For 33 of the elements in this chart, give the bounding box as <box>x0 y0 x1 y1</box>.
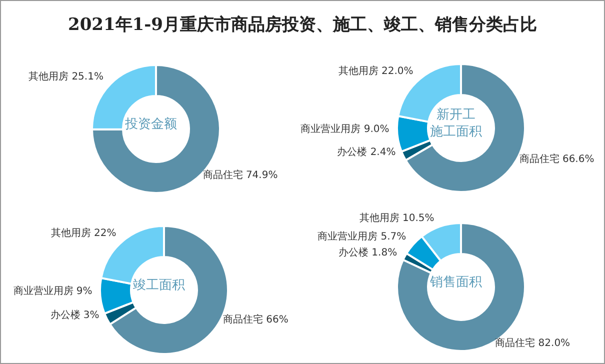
slice-label: 办公楼 <box>337 146 368 158</box>
data-label: 9% <box>76 286 92 297</box>
slice-label: 办公楼 <box>50 310 80 321</box>
data-label: 5.7% <box>380 232 406 243</box>
slice-label: 商品住宅 <box>202 170 243 181</box>
slice-label: 商业营业用房 <box>300 124 361 135</box>
slice-label: 其他用房 <box>50 228 91 239</box>
text: 新开工施工面积 <box>430 107 482 139</box>
slice-label: 其他用房 <box>338 66 378 77</box>
slice-label: 其他用房 <box>359 213 400 224</box>
data-label: 66% <box>266 314 288 326</box>
data-label: 2.4% <box>370 146 396 158</box>
data-label: 9.0% <box>364 124 390 135</box>
data-label: 10.5% <box>402 213 434 224</box>
text: 销售面积 <box>429 274 482 290</box>
data-label: 66.6% <box>562 154 594 165</box>
slice-label: 商业营业用房 <box>318 232 378 243</box>
slice-label: 办公楼 <box>338 248 368 259</box>
data-label: 25.1% <box>72 71 104 82</box>
data-label: 22.0% <box>382 66 414 77</box>
data-label: 1.8% <box>372 248 398 259</box>
data-label: 74.9% <box>246 170 278 181</box>
data-label: 3% <box>83 310 100 321</box>
slice-label: 商品住宅 <box>222 314 263 326</box>
slice-label: 其他用房 <box>28 71 69 82</box>
data-label: 82.0% <box>538 338 570 350</box>
slice-label: 商业营业用房 <box>13 286 74 297</box>
slice-label: 商品住宅 <box>519 154 560 165</box>
data-label: 22% <box>94 228 116 239</box>
text: 竣工面积 <box>133 278 185 292</box>
slice-label: 商品住宅 <box>495 338 536 350</box>
text: 投资金额 <box>124 116 177 132</box>
chart-title: 2021年1-9月重庆市商品房投资、施工、竣工、销售分类占比 <box>66 14 538 36</box>
